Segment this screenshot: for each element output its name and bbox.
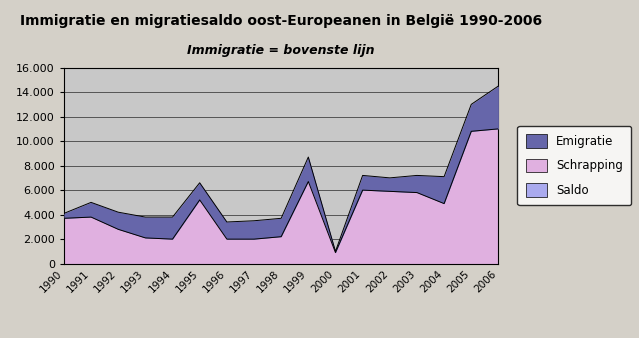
Legend: Emigratie, Schrapping, Saldo: Emigratie, Schrapping, Saldo xyxy=(518,126,631,205)
Text: Immigratie = bovenste lijn: Immigratie = bovenste lijn xyxy=(187,44,375,57)
Text: Immigratie en migratiesaldo oost-Europeanen in België 1990-2006: Immigratie en migratiesaldo oost-Europea… xyxy=(20,14,543,27)
